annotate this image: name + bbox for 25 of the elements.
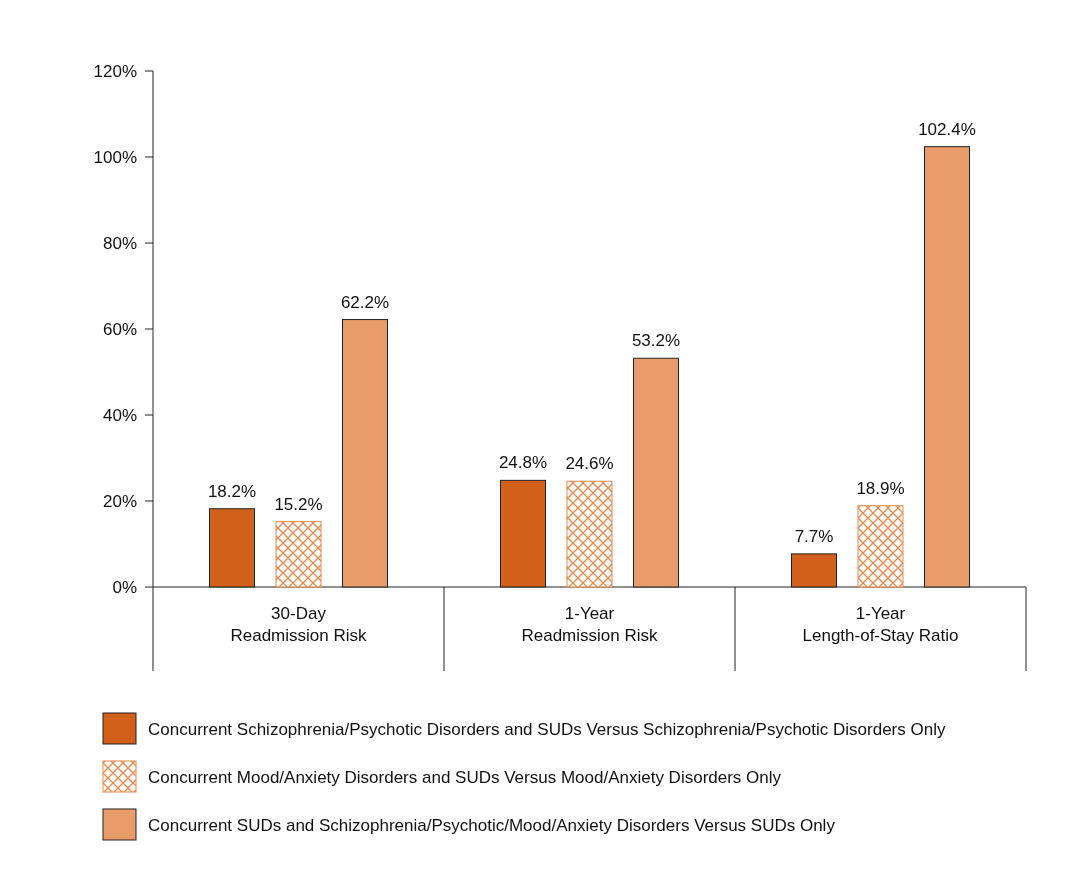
bar <box>566 480 613 588</box>
data-label: 18.2% <box>207 481 257 501</box>
bar <box>275 521 322 588</box>
data-label: 15.2% <box>274 494 323 514</box>
data-label: 102.4% <box>918 119 976 139</box>
data-label: 18.9% <box>856 478 905 498</box>
y-tick-label: 120% <box>93 61 137 81</box>
data-label: 24.8% <box>498 453 548 473</box>
legend-label: Concurrent SUDs and Schizophrenia/Psychotic/Mood/Anxiety Disorders Versus SUDs Only <box>148 815 836 835</box>
data-label: 53.2% <box>631 331 681 351</box>
y-tick-label: 40% <box>102 405 137 425</box>
y-tick-label: 0% <box>112 577 137 597</box>
x-tick-label: 1-Year Readmission Risk <box>521 604 659 645</box>
x-tick-label: 1-Year Length-of-Stay Ratio <box>802 604 959 645</box>
y-tick-label: 100% <box>93 147 137 167</box>
legend-label: Concurrent Schizophrenia/Psychotic Disorders and SUDs Versus Schizophrenia/Psychotic Disorders Only <box>148 719 946 739</box>
x-tick-label: 30-Day Readmission Risk <box>230 604 368 645</box>
data-label: 7.7% <box>794 526 834 546</box>
legend-label: Concurrent Mood/Anxiety Disorders and SUDs Versus Mood/Anxiety Disorders Only <box>148 767 782 787</box>
bar <box>857 505 904 588</box>
data-label: 62.2% <box>340 292 390 312</box>
y-tick-label: 60% <box>102 319 137 339</box>
data-label: 24.6% <box>565 454 614 474</box>
y-tick-label: 80% <box>102 233 137 253</box>
y-tick-label: 20% <box>102 491 137 511</box>
